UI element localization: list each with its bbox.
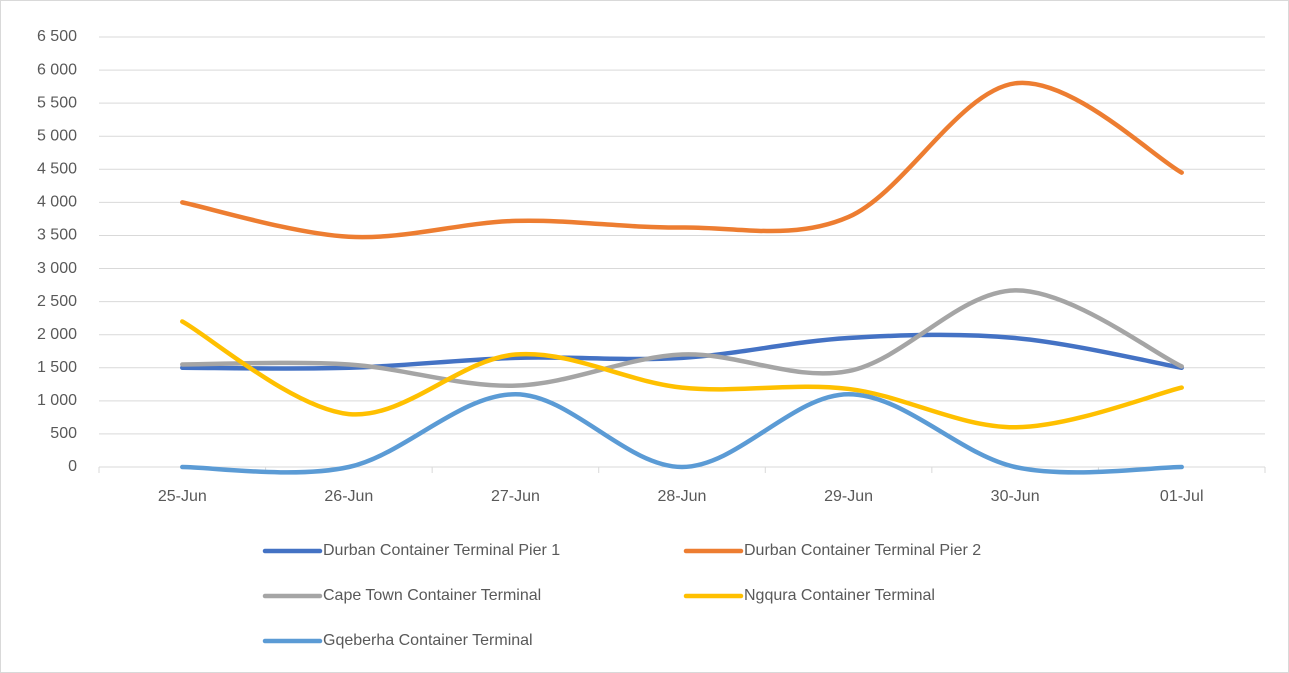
y-tick-label: 6 500 [37, 28, 77, 45]
series-line [180, 332, 1184, 371]
legend-label: Cape Town Container Terminal [323, 587, 541, 604]
y-tick-label: 3 000 [37, 260, 77, 277]
series-line [180, 391, 1184, 475]
series-line [180, 80, 1184, 240]
y-tick-label: 5 500 [37, 94, 77, 111]
x-tick-label: 26-Jun [324, 488, 373, 505]
x-tick-label: 29-Jun [824, 488, 873, 505]
series-line [180, 288, 1184, 388]
legend-label: Durban Container Terminal Pier 1 [323, 542, 560, 559]
x-tick-label: 30-Jun [991, 488, 1040, 505]
series-line [180, 319, 1184, 430]
y-tick-label: 1 500 [37, 359, 77, 376]
y-tick-label: 3 500 [37, 227, 77, 244]
y-tick-label: 4 000 [37, 194, 77, 211]
x-tick-label: 27-Jun [491, 488, 540, 505]
legend-label: Ngqura Container Terminal [744, 587, 935, 604]
y-tick-label: 2 500 [37, 293, 77, 310]
x-tick-label: 01-Jul [1160, 488, 1204, 505]
y-tick-label: 4 500 [37, 161, 77, 178]
y-tick-label: 0 [68, 458, 77, 475]
legend-label: Durban Container Terminal Pier 2 [744, 542, 981, 559]
x-tick-label: 25-Jun [158, 488, 207, 505]
y-tick-label: 1 000 [37, 392, 77, 409]
x-tick-label: 28-Jun [658, 488, 707, 505]
y-tick-label: 5 000 [37, 127, 77, 144]
y-tick-label: 2 000 [37, 326, 77, 343]
legend-label: Gqeberha Container Terminal [323, 632, 533, 649]
y-tick-label: 500 [50, 425, 77, 442]
y-tick-label: 6 000 [37, 61, 77, 78]
